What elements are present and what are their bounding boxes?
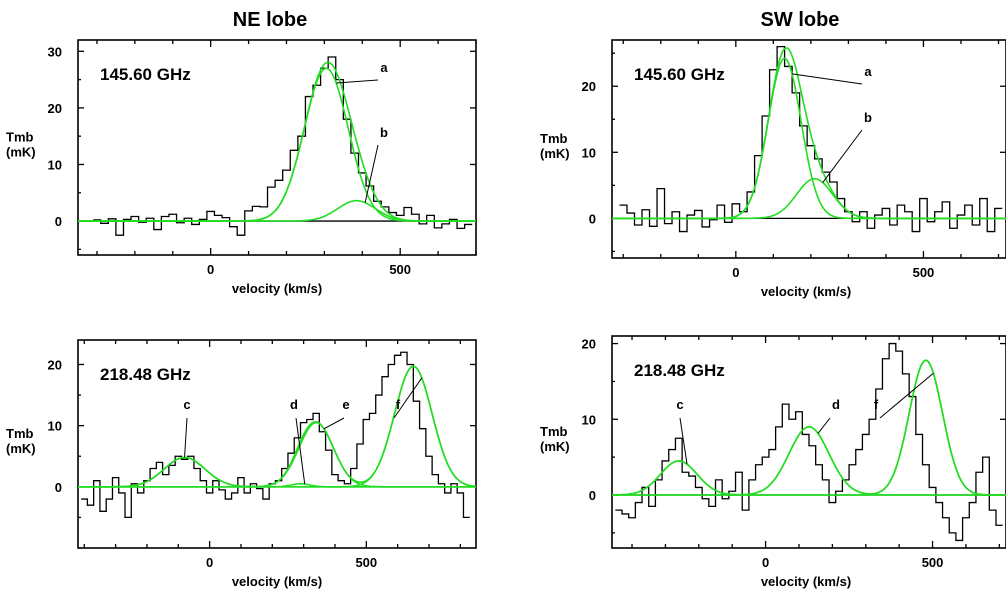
gaussian-fit-a	[78, 67, 476, 222]
sw-lobe-title: SW lobe	[761, 9, 840, 31]
frequency-label: 218.48 GHz	[634, 361, 725, 380]
component-label-a: a	[380, 60, 388, 75]
y-tick-label: 0	[55, 480, 62, 495]
y-tick-label: 10	[48, 157, 62, 172]
leader-line-d	[817, 417, 831, 434]
spectrum-panel-3: 0 10 20 0 500 velocity (km/s) Tmb(mK) 218.48 GH…	[6, 339, 477, 589]
spectrum-panel-1: 0 10 20 30 0 500 velocity (km/s) Tmb(mK) 145.60 …	[6, 39, 477, 296]
x-axis-label: velocity (km/s)	[232, 281, 322, 296]
leader-line-f	[393, 377, 423, 419]
component-label-a: a	[864, 64, 872, 79]
y-tick-label: 30	[48, 44, 62, 59]
leader-line-a	[791, 73, 863, 85]
x-axis-label: velocity (km/s)	[232, 574, 322, 589]
x-tick-label: 500	[389, 262, 411, 277]
component-label-e: e	[342, 397, 349, 412]
spectrum-histogram	[615, 342, 1003, 542]
gaussian-fit-e	[78, 421, 476, 488]
y-tick-label: 20	[48, 357, 62, 372]
leader-line-f	[879, 372, 934, 419]
gaussian-fit-f	[78, 365, 476, 488]
y-axis-label: (mK)	[540, 439, 570, 454]
y-tick-label: 20	[48, 101, 62, 116]
x-tick-label: 0	[206, 555, 213, 570]
plot-frame	[611, 39, 1006, 259]
y-axis-label: (mK)	[6, 441, 36, 456]
y-tick-label: 10	[582, 412, 596, 427]
gaussian-fit-sum	[78, 61, 476, 222]
component-label-c: c	[676, 397, 683, 412]
y-tick-label: 0	[589, 211, 596, 226]
y-axis-label: Tmb	[6, 426, 34, 441]
ne-lobe-title: NE lobe	[233, 9, 307, 31]
y-axis-label: (mK)	[6, 145, 36, 160]
y-axis-label: Tmb	[540, 131, 568, 146]
spectrum-histogram	[619, 45, 1003, 233]
leader-line-b	[822, 129, 863, 183]
y-tick-label: 20	[582, 337, 596, 352]
x-tick-label: 500	[913, 265, 935, 280]
leader-line-a	[336, 79, 379, 84]
component-label-f: f	[874, 397, 879, 412]
plot-frame	[77, 339, 477, 549]
gaussian-fit-sum	[612, 359, 1006, 496]
component-label-c: c	[183, 397, 190, 412]
y-tick-label: 10	[582, 145, 596, 160]
component-label-f: f	[396, 397, 401, 412]
component-label-d: d	[290, 397, 298, 412]
leader-line-c	[184, 417, 188, 458]
x-tick-label: 500	[922, 555, 944, 570]
x-axis-label: velocity (km/s)	[761, 574, 851, 589]
x-tick-label: 500	[355, 555, 377, 570]
spectrum-panel-4: 0 10 20 0 500 velocity (km/s) Tmb(mK) 218.48 GH…	[540, 335, 1006, 589]
component-label-b: b	[864, 110, 872, 125]
x-tick-label: 0	[762, 555, 769, 570]
gaussian-fit-c	[612, 460, 1006, 496]
y-tick-label: 0	[55, 214, 62, 229]
y-tick-label: 20	[582, 79, 596, 94]
gaussian-fit-b	[78, 199, 476, 222]
spectrum-panel-2: 0 10 20 0 500 velocity (km/s) Tmb(mK) 145.60 GH…	[540, 39, 1006, 299]
x-tick-label: 0	[207, 262, 214, 277]
frequency-label: 145.60 GHz	[634, 65, 725, 84]
y-axis-label: (mK)	[540, 146, 570, 161]
component-label-b: b	[380, 125, 388, 140]
leader-line-e	[323, 417, 345, 430]
gaussian-fit-b	[612, 177, 1006, 220]
plot-frame	[611, 335, 1006, 549]
spectrum-histogram	[93, 56, 473, 236]
gaussian-fit-sum	[612, 47, 1006, 220]
frequency-label: 145.60 GHz	[100, 65, 191, 84]
leader-line-c	[679, 417, 688, 465]
leader-line-b	[364, 144, 379, 203]
x-axis-label: velocity (km/s)	[761, 284, 851, 299]
y-tick-label: 10	[48, 419, 62, 434]
x-tick-label: 0	[732, 265, 739, 280]
y-axis-label: Tmb	[540, 424, 568, 439]
plot-frame	[77, 39, 477, 256]
leader-line-d	[295, 417, 306, 485]
gaussian-fit-sum	[78, 365, 476, 488]
component-label-d: d	[832, 397, 840, 412]
y-axis-label: Tmb	[6, 130, 34, 145]
frequency-label: 218.48 GHz	[100, 365, 191, 384]
y-tick-label: 0	[589, 488, 596, 503]
